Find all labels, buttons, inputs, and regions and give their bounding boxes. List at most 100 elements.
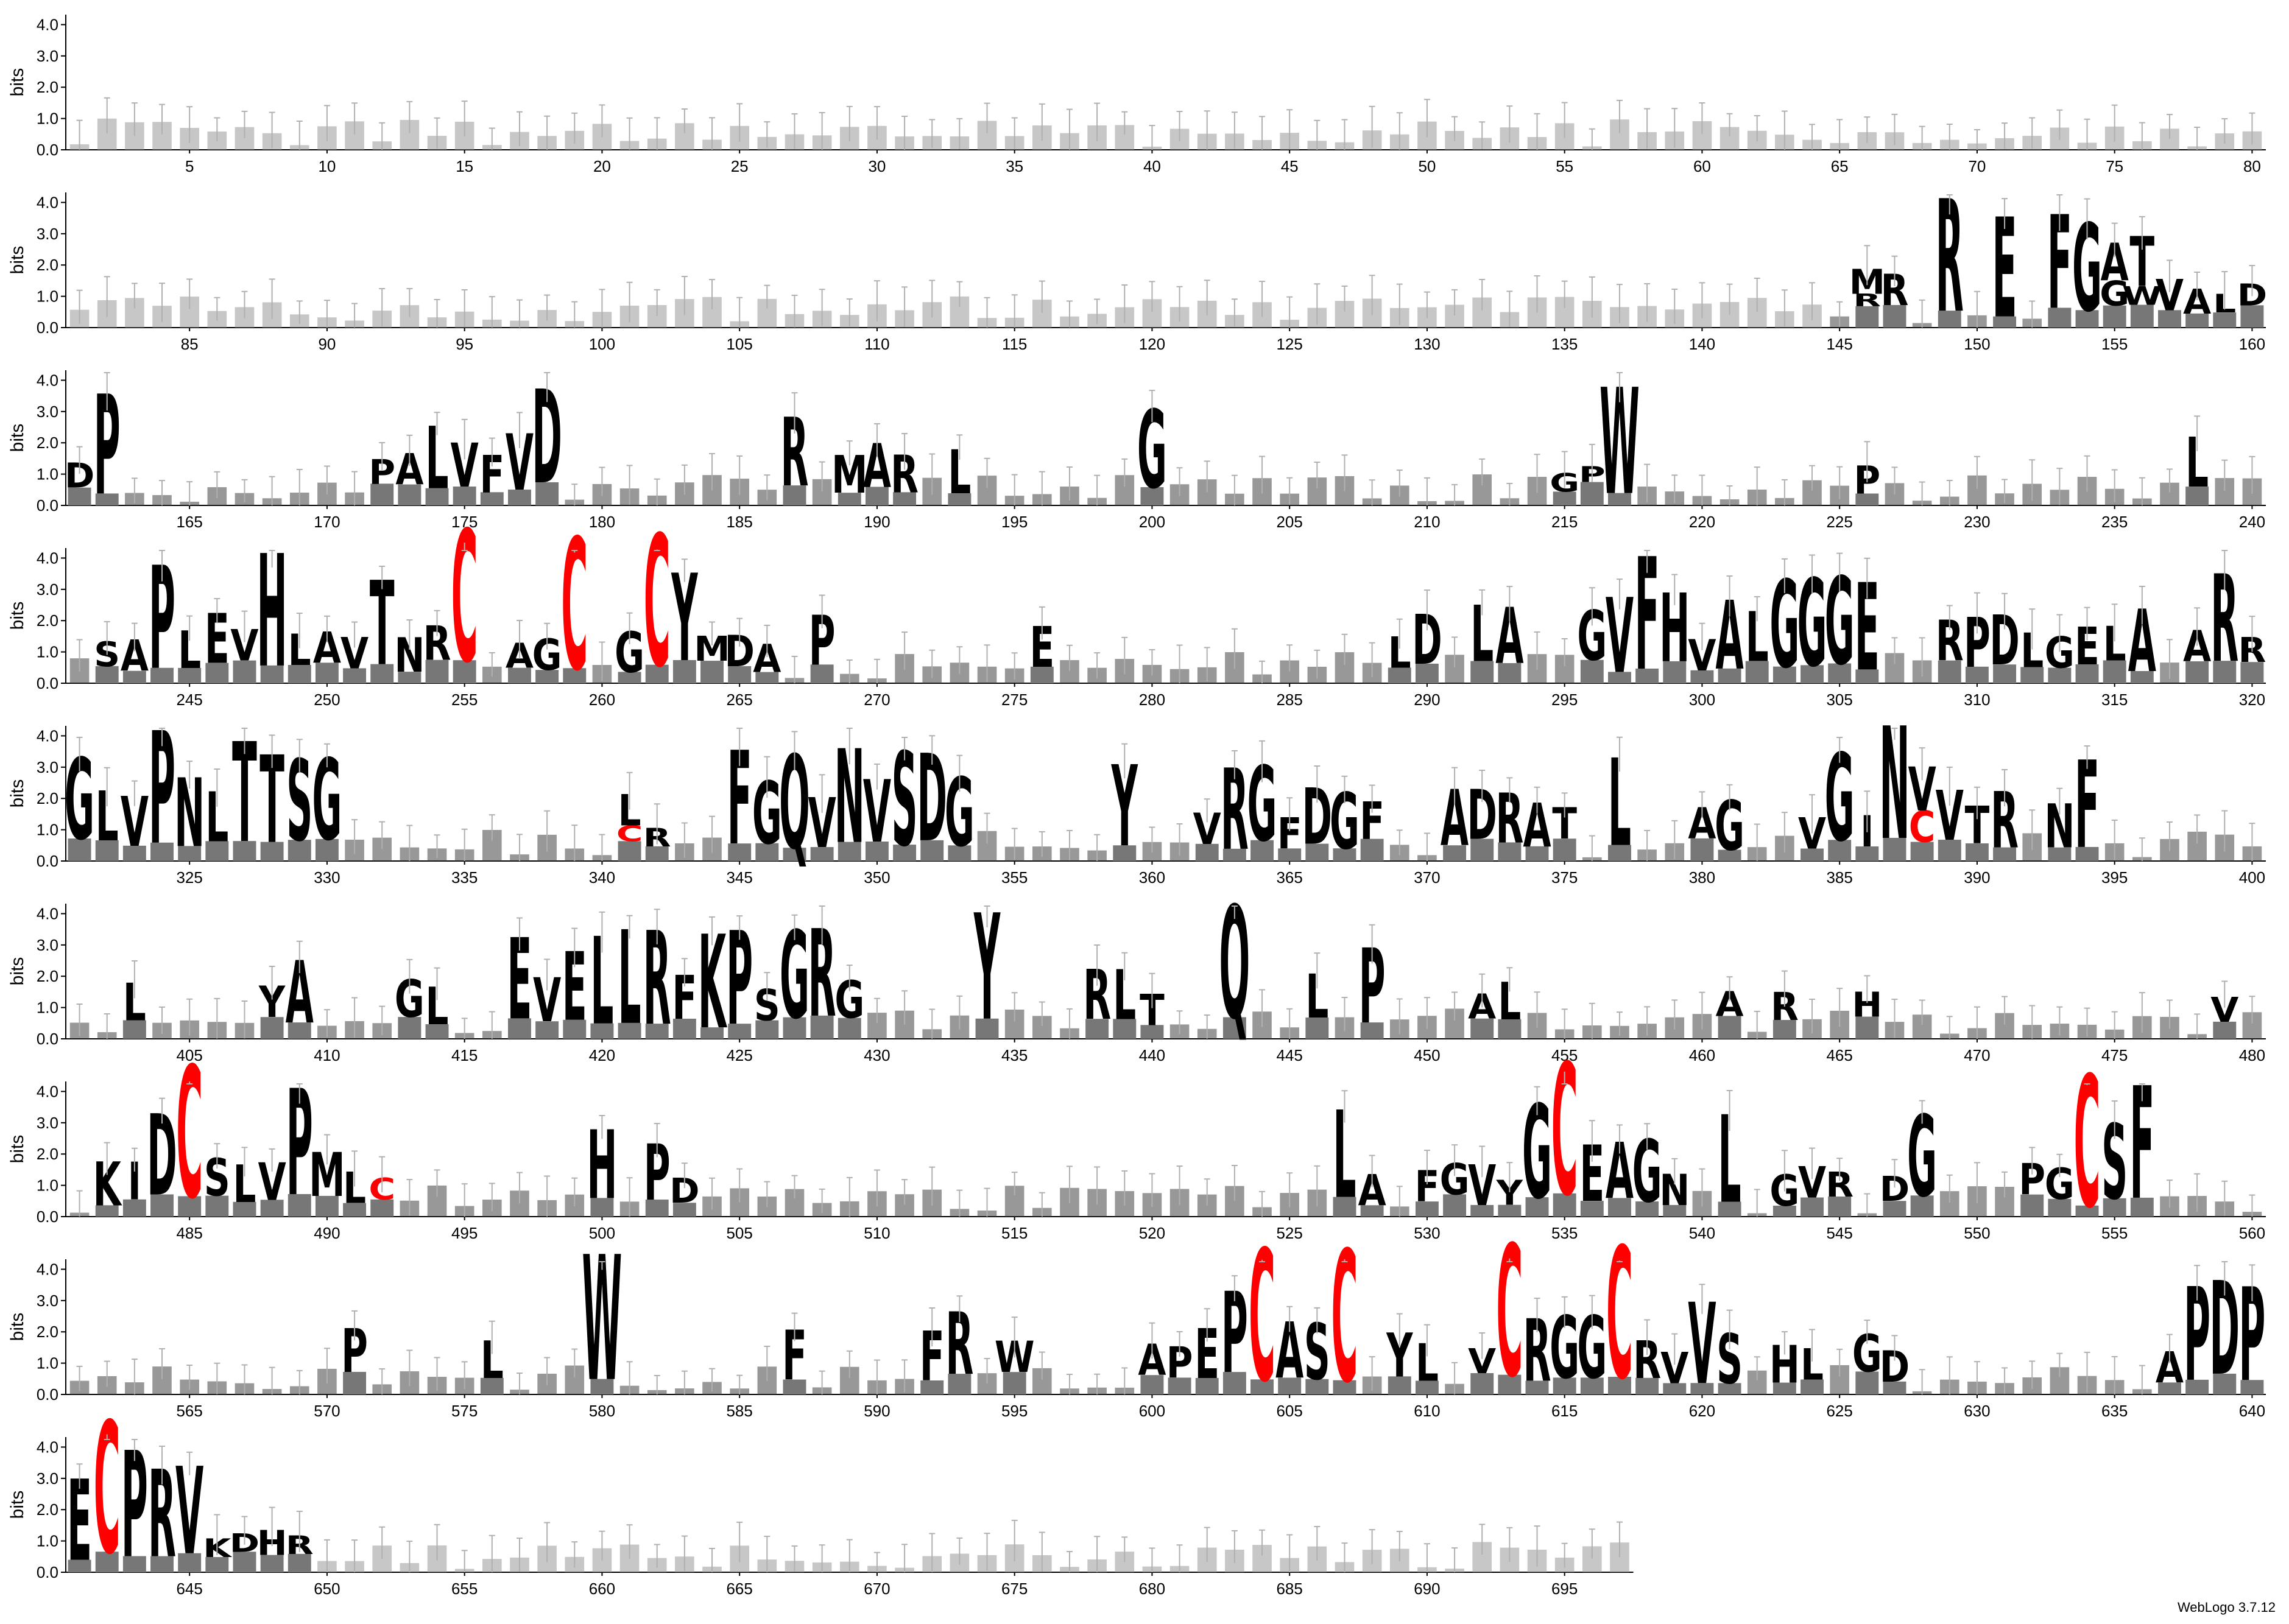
- letter-stack-noise: [1278, 848, 1302, 861]
- y-tick-label: 3.0: [37, 47, 58, 65]
- y-tick-label: 1.0: [37, 287, 58, 306]
- logo-row-2: bits 0.0 1.0 2.0 3.0 4.0 85 90 95 100 105 110 115 120…: [7, 168, 2267, 353]
- letter-stack-noise: [920, 1380, 944, 1394]
- letter-stack-noise: [1553, 1193, 1576, 1217]
- x-tick-label: 260: [589, 691, 615, 709]
- letter-stack-noise: [1250, 840, 1274, 861]
- letter-W: W: [582, 1220, 623, 1419]
- letter-stack-noise: [810, 1015, 834, 1039]
- letter-stack-noise: [590, 1198, 614, 1217]
- letter-stack-noise: [1828, 1196, 1852, 1217]
- x-tick-label: 615: [1551, 1402, 1578, 1420]
- x-tick-label: 525: [1276, 1224, 1302, 1242]
- letter-stack-noise: [122, 670, 146, 683]
- x-tick-label: 195: [1001, 513, 1028, 531]
- x-tick-label: 225: [1826, 513, 1852, 531]
- x-tick-label: 685: [1276, 1580, 1302, 1598]
- x-tick-label: 250: [314, 691, 340, 709]
- letter-stack-noise: [2213, 1021, 2237, 1039]
- letter-stack-noise: [205, 663, 229, 683]
- letter-stack-noise: [178, 1553, 202, 1572]
- x-tick-label: 220: [1689, 513, 1715, 531]
- y-tick-label: 1.0: [37, 821, 58, 839]
- x-tick-label: 55: [1556, 157, 1573, 175]
- letter-stack-noise: [948, 1374, 972, 1394]
- x-tick-label: 145: [1826, 335, 1852, 353]
- letter-stack-noise: [2048, 308, 2072, 328]
- letter-C: C: [1497, 1209, 1523, 1418]
- x-tick-label: 455: [1551, 1046, 1578, 1064]
- x-tick-label: 345: [726, 868, 752, 887]
- letter-stack-noise: [645, 664, 669, 683]
- y-tick-label: 2.0: [37, 78, 58, 96]
- x-tick-label: 645: [176, 1580, 202, 1598]
- letter-stack-noise: [343, 1203, 367, 1217]
- logo-row-7: bits 0.0 1.0 2.0 3.0 4.0 485 490 495 500 505 510 515…: [7, 1027, 2266, 1248]
- y-tick-label: 2.0: [37, 1323, 58, 1341]
- letter-stack-noise: [1772, 1382, 1796, 1394]
- letter-stack-noise: [1801, 1379, 1824, 1394]
- y-tick-label: 2.0: [37, 1145, 58, 1163]
- letter-stack-noise: [1663, 1204, 1687, 1217]
- y-tick-label: 1.0: [37, 465, 58, 483]
- letter-stack-noise: [1690, 1383, 1714, 1394]
- y-tick-label: 1.0: [37, 999, 58, 1017]
- x-tick-label: 200: [1139, 513, 1165, 531]
- letter-stack-noise: [1663, 1383, 1687, 1394]
- letter-stack-noise: [1553, 838, 1576, 861]
- letter-stack-noise: [68, 838, 91, 861]
- letter-stack-noise: [178, 667, 202, 683]
- y-tick-label: 0.0: [37, 1207, 58, 1226]
- letter-stack-noise: [700, 661, 724, 683]
- letter-stack-noise: [1305, 1379, 1329, 1394]
- letter-stack-noise: [755, 843, 779, 861]
- x-tick-label: 440: [1139, 1046, 1165, 1064]
- letter-stack-noise: [590, 1379, 614, 1394]
- letter-stack-noise: [2185, 487, 2209, 505]
- y-axis-label: bits: [7, 779, 27, 808]
- x-tick-label: 610: [1414, 1402, 1440, 1420]
- x-tick-label: 640: [2239, 1402, 2265, 1420]
- letter-stack-noise: [95, 493, 119, 505]
- letter-C: C: [1249, 1213, 1275, 1422]
- x-tick-label: 335: [451, 868, 478, 887]
- letter-stack-noise: [287, 840, 311, 861]
- y-tick-label: 0.0: [37, 141, 58, 159]
- letter-stack-noise: [1938, 311, 1961, 328]
- letter-stack-noise: [122, 1556, 146, 1572]
- letter-stack-noise: [1965, 843, 1989, 861]
- letter-stack-noise: [783, 848, 806, 861]
- letter-stack-noise: [1993, 664, 2017, 683]
- letter-stack-noise: [370, 664, 394, 683]
- letter-stack-noise: [535, 670, 559, 683]
- letter-stack-noise: [728, 843, 752, 861]
- x-tick-label: 180: [589, 513, 615, 531]
- letter-stack-noise: [315, 663, 339, 683]
- letter-stack-noise: [1305, 1018, 1329, 1039]
- letter-stack-noise: [1801, 848, 1824, 861]
- letter-stack-noise: [1195, 843, 1219, 861]
- letter-stack-noise: [1498, 842, 1522, 861]
- x-tick-label: 425: [726, 1046, 752, 1064]
- letter-stack-noise: [1140, 1025, 1164, 1039]
- x-tick-label: 310: [1964, 691, 1990, 709]
- y-axis-label: bits: [7, 602, 27, 630]
- letter-Q: Q: [1219, 874, 1250, 1054]
- letter-stack-noise: [150, 1556, 174, 1572]
- x-tick-label: 510: [864, 1224, 890, 1242]
- letter-stack-noise: [1635, 1377, 1659, 1394]
- x-tick-label: 215: [1551, 513, 1578, 531]
- x-tick-label: 535: [1551, 1224, 1578, 1242]
- x-tick-label: 590: [864, 1402, 890, 1420]
- x-tick-label: 555: [2101, 1224, 2128, 1242]
- letter-stack-noise: [1278, 1377, 1302, 1394]
- letter-K: K: [203, 1534, 232, 1564]
- x-tick-label: 400: [2239, 868, 2265, 887]
- letter-stack-noise: [1883, 1201, 1906, 1217]
- x-tick-label: 390: [1964, 868, 1990, 887]
- letter-stack-noise: [1772, 1020, 1796, 1039]
- x-tick-label: 635: [2101, 1402, 2128, 1420]
- x-tick-label: 600: [1139, 1402, 1165, 1420]
- letter-stack-noise: [260, 1017, 284, 1039]
- letter-stack-noise: [672, 660, 696, 683]
